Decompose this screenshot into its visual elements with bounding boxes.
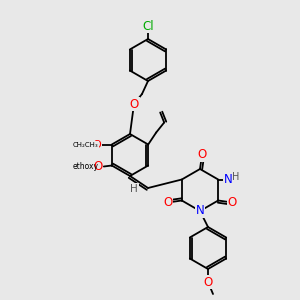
Text: N: N: [224, 173, 233, 186]
Text: O: O: [93, 160, 102, 173]
Text: O: O: [228, 196, 237, 209]
Text: O: O: [163, 196, 172, 209]
Text: H: H: [130, 184, 138, 194]
Text: O: O: [197, 148, 207, 161]
Text: ethoxy: ethoxy: [73, 162, 99, 171]
Text: H: H: [232, 172, 240, 182]
Text: Cl: Cl: [142, 20, 154, 32]
Text: N: N: [196, 205, 204, 218]
Text: O: O: [203, 275, 213, 289]
Text: O: O: [92, 140, 101, 149]
Text: O: O: [129, 98, 139, 110]
Text: CH₂CH₃: CH₂CH₃: [73, 142, 99, 148]
